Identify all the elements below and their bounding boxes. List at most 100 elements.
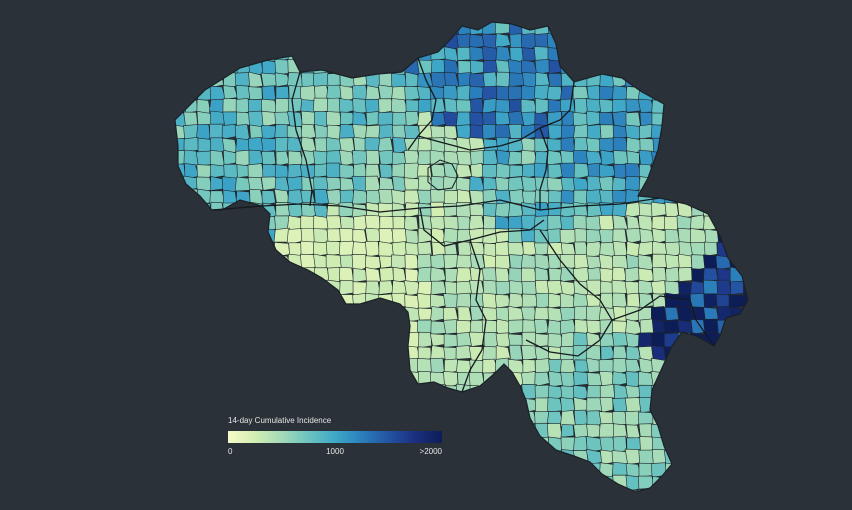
municipality-cell[interactable]	[248, 267, 265, 284]
municipality-cell[interactable]	[689, 422, 707, 439]
municipality-cell[interactable]	[430, 488, 445, 503]
municipality-cell[interactable]	[690, 59, 707, 76]
municipality-cell[interactable]	[664, 383, 680, 401]
municipality-cell[interactable]	[223, 254, 240, 270]
municipality-cell[interactable]	[716, 58, 731, 77]
municipality-cell[interactable]	[377, 34, 394, 48]
municipality-cell[interactable]	[677, 58, 693, 75]
municipality-cell[interactable]	[689, 448, 705, 464]
municipality-cell[interactable]	[170, 319, 186, 336]
municipality-cell[interactable]	[196, 203, 212, 219]
municipality-cell[interactable]	[326, 358, 343, 374]
municipality-cell[interactable]	[313, 46, 330, 63]
municipality-cell[interactable]	[313, 371, 331, 389]
municipality-cell[interactable]	[391, 462, 407, 477]
municipality-cell[interactable]	[742, 359, 757, 374]
municipality-cell[interactable]	[170, 332, 188, 349]
municipality-cell[interactable]	[717, 99, 732, 115]
municipality-cell[interactable]	[677, 370, 694, 388]
municipality-cell[interactable]	[716, 410, 731, 427]
municipality-cell[interactable]	[170, 370, 187, 388]
municipality-cell[interactable]	[416, 462, 433, 480]
municipality-cell[interactable]	[637, 85, 654, 101]
municipality-cell[interactable]	[339, 397, 355, 415]
municipality-cell[interactable]	[403, 215, 419, 232]
municipality-cell[interactable]	[482, 307, 498, 322]
municipality-cell[interactable]	[377, 136, 394, 153]
municipality-cell[interactable]	[274, 267, 292, 283]
municipality-cell[interactable]	[364, 255, 381, 272]
municipality-cell[interactable]	[378, 280, 395, 295]
municipality-cell[interactable]	[483, 384, 498, 401]
municipality-cell[interactable]	[586, 475, 603, 492]
municipality-cell[interactable]	[300, 33, 316, 49]
municipality-cell[interactable]	[171, 227, 186, 244]
municipality-cell[interactable]	[677, 151, 694, 167]
municipality-cell[interactable]	[715, 462, 732, 479]
municipality-cell[interactable]	[730, 188, 746, 205]
municipality-cell[interactable]	[638, 20, 654, 37]
municipality-cell[interactable]	[171, 280, 186, 298]
municipality-cell[interactable]	[559, 47, 576, 62]
municipality-cell[interactable]	[482, 176, 498, 191]
municipality-cell[interactable]	[286, 462, 306, 478]
municipality-cell[interactable]	[196, 397, 211, 414]
municipality-cell[interactable]	[626, 150, 640, 167]
municipality-cell[interactable]	[182, 319, 199, 336]
municipality-cell[interactable]	[248, 281, 265, 296]
municipality-cell[interactable]	[442, 475, 461, 492]
municipality-cell[interactable]	[247, 163, 265, 180]
municipality-cell[interactable]	[703, 189, 719, 205]
municipality-cell[interactable]	[403, 331, 421, 348]
municipality-cell[interactable]	[574, 475, 590, 491]
municipality-cell[interactable]	[391, 45, 409, 62]
municipality-cell[interactable]	[715, 190, 734, 206]
municipality-cell[interactable]	[716, 21, 733, 37]
municipality-cell[interactable]	[663, 176, 680, 194]
municipality-cell[interactable]	[664, 72, 680, 88]
municipality-cell[interactable]	[521, 293, 539, 310]
municipality-cell[interactable]	[650, 47, 668, 62]
municipality-cell[interactable]	[171, 216, 187, 232]
municipality-cell[interactable]	[533, 462, 550, 478]
municipality-cell[interactable]	[625, 46, 642, 63]
municipality-cell[interactable]	[702, 20, 720, 36]
municipality-cell[interactable]	[690, 84, 707, 102]
municipality-cell[interactable]	[287, 489, 305, 503]
municipality-cell[interactable]	[652, 33, 668, 51]
municipality-cell[interactable]	[728, 111, 744, 127]
municipality-cell[interactable]	[416, 487, 433, 505]
municipality-cell[interactable]	[404, 357, 420, 374]
municipality-cell[interactable]	[742, 86, 759, 102]
municipality-cell[interactable]	[417, 150, 433, 166]
municipality-cell[interactable]	[496, 410, 512, 428]
municipality-cell[interactable]	[730, 462, 745, 480]
municipality-cell[interactable]	[208, 488, 227, 504]
municipality-cell[interactable]	[468, 410, 485, 427]
municipality-cell[interactable]	[352, 333, 368, 349]
municipality-cell[interactable]	[703, 150, 720, 167]
municipality-cell[interactable]	[209, 345, 226, 361]
municipality-cell[interactable]	[715, 476, 732, 492]
municipality-cell[interactable]	[261, 280, 279, 296]
municipality-cell[interactable]	[182, 47, 200, 63]
municipality-cell[interactable]	[430, 397, 448, 413]
municipality-cell[interactable]	[716, 163, 733, 181]
municipality-cell[interactable]	[417, 397, 434, 415]
municipality-cell[interactable]	[715, 436, 734, 454]
municipality-cell[interactable]	[599, 46, 616, 63]
municipality-cell[interactable]	[703, 267, 719, 283]
municipality-cell[interactable]	[326, 345, 344, 361]
municipality-cell[interactable]	[221, 358, 241, 374]
municipality-cell[interactable]	[743, 162, 757, 179]
municipality-cell[interactable]	[261, 318, 277, 336]
municipality-cell[interactable]	[299, 292, 317, 309]
municipality-cell[interactable]	[689, 164, 706, 181]
municipality-cell[interactable]	[637, 489, 655, 503]
municipality-cell[interactable]	[677, 435, 694, 452]
municipality-cell[interactable]	[222, 372, 240, 388]
municipality-cell[interactable]	[313, 475, 328, 493]
municipality-cell[interactable]	[378, 397, 395, 414]
municipality-cell[interactable]	[650, 21, 668, 37]
municipality-cell[interactable]	[663, 111, 681, 126]
